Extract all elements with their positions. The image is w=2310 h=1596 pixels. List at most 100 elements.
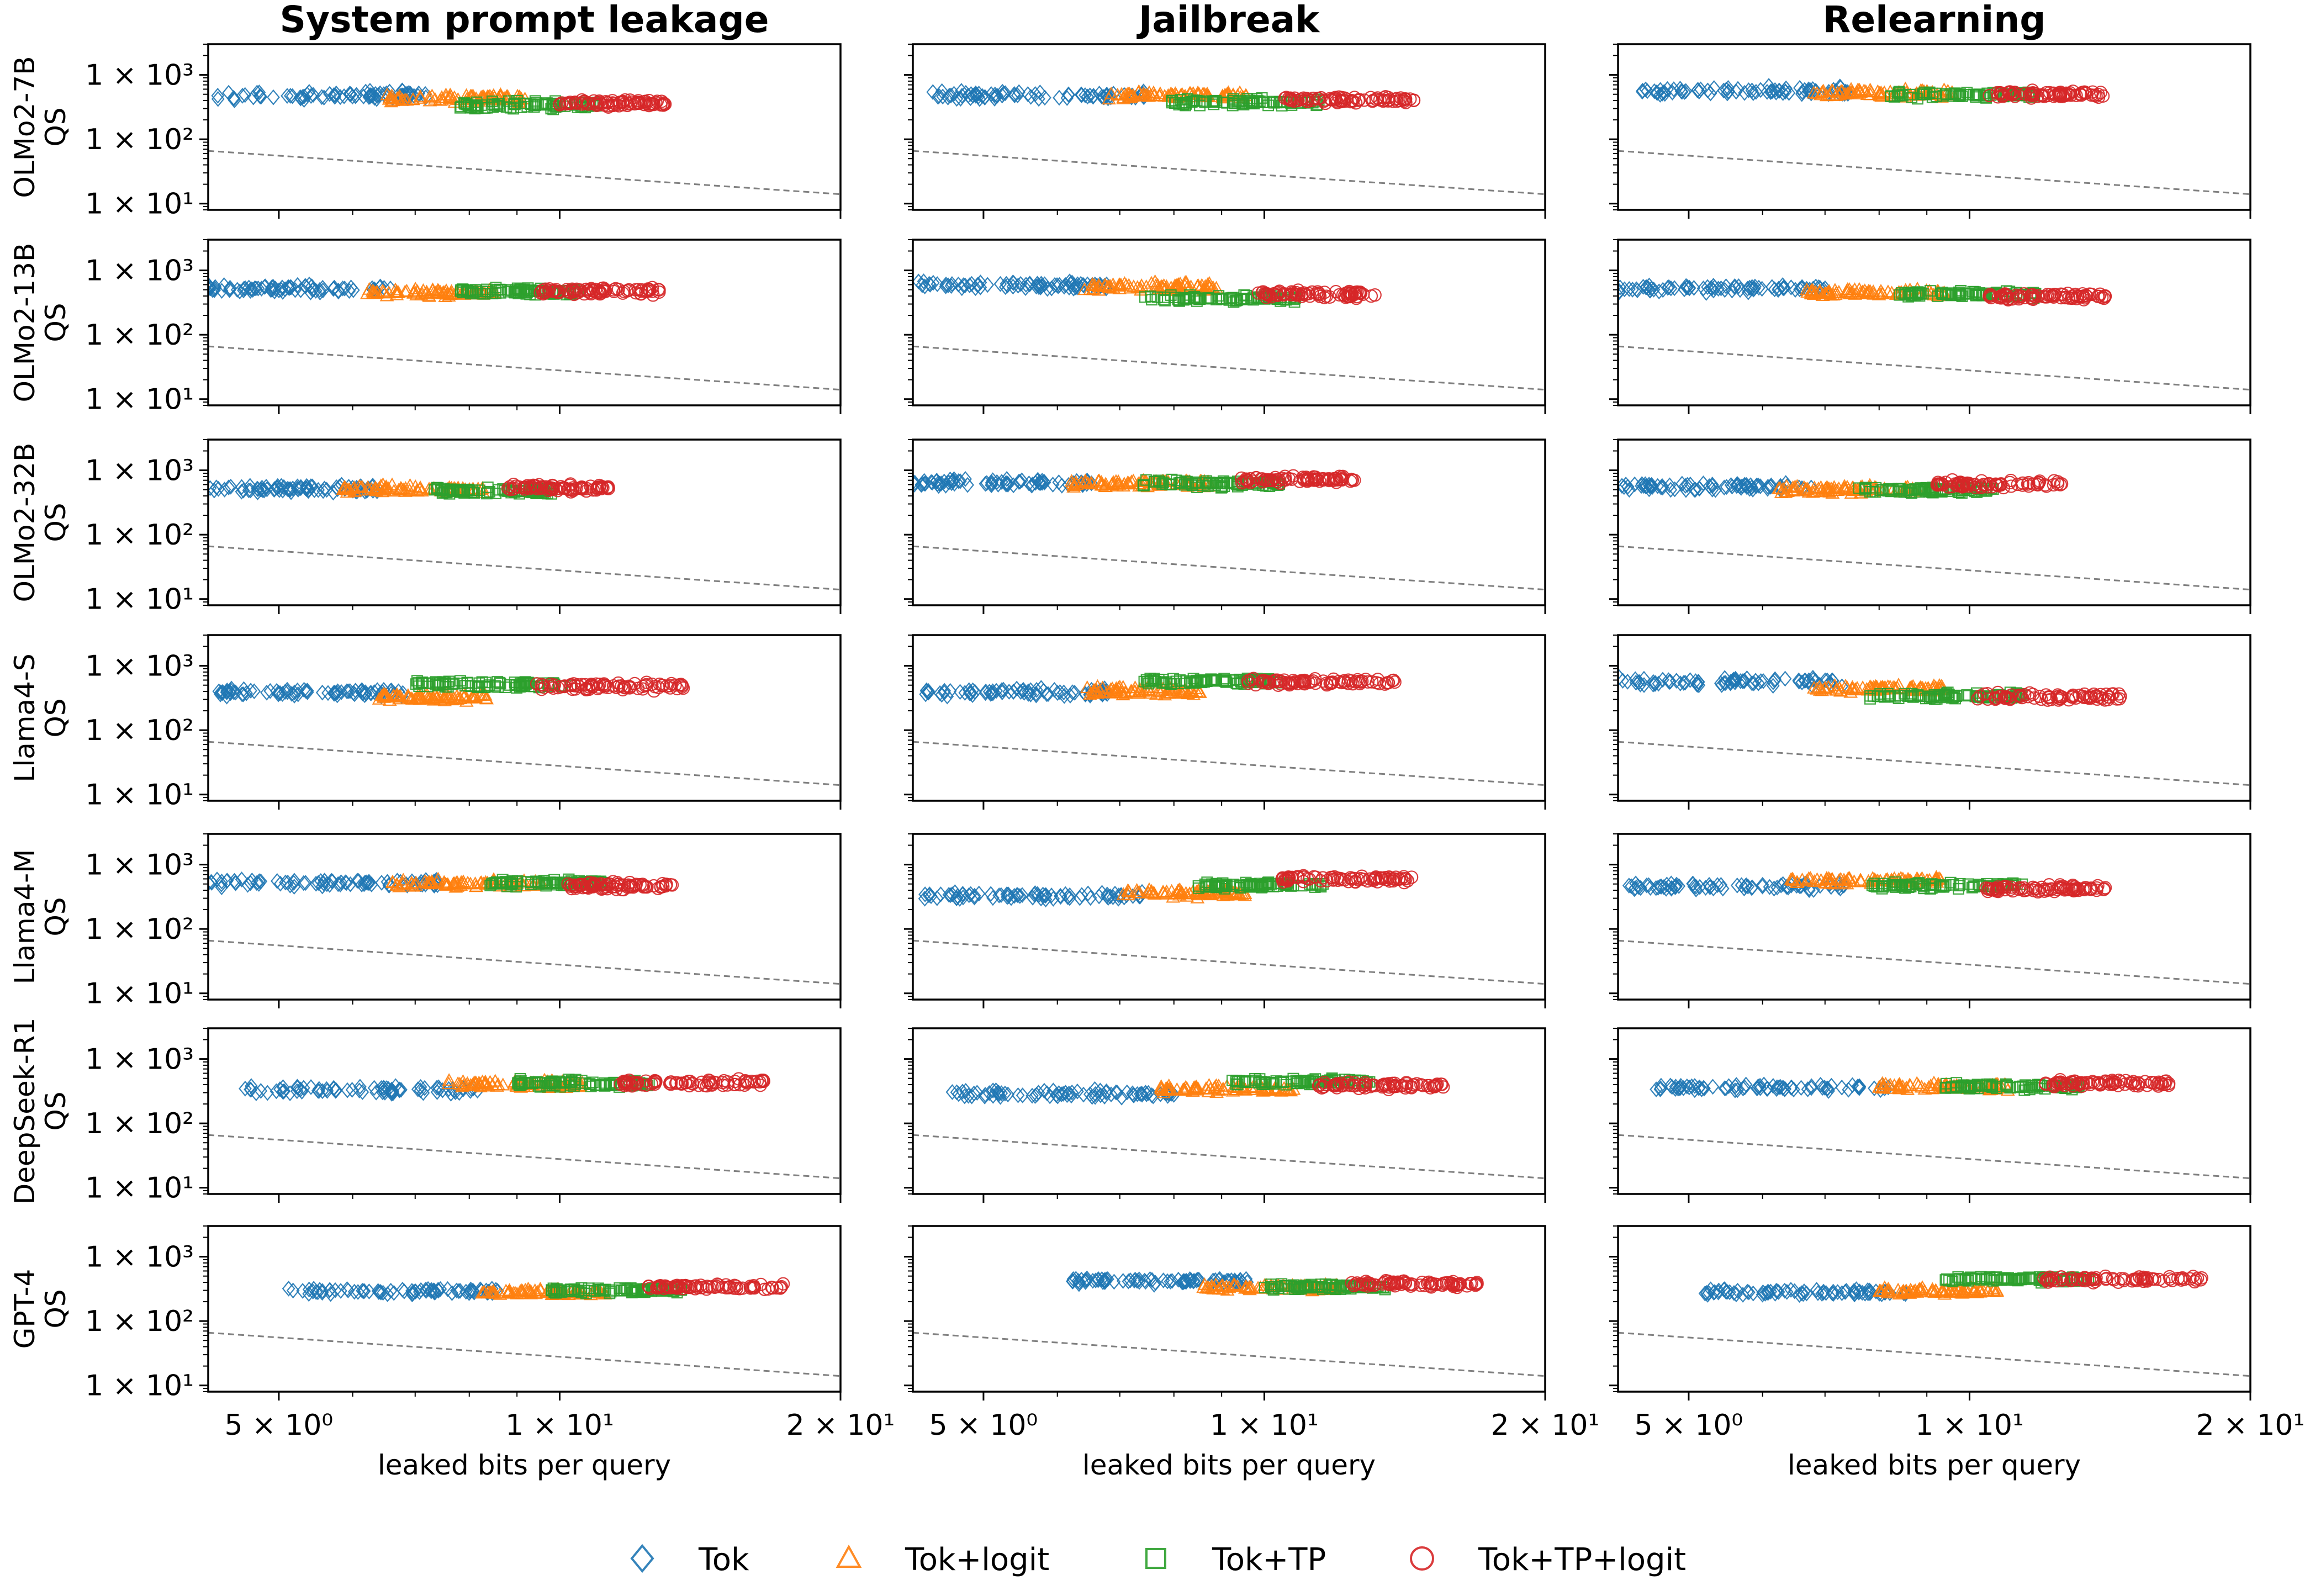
data-point: [274, 282, 288, 298]
data-point: [1159, 886, 1173, 900]
data-point: [1089, 683, 1104, 696]
data-point: [1121, 887, 1135, 901]
data-point: [1635, 478, 1648, 494]
data-point: [1870, 482, 1882, 494]
data-point: [1656, 672, 1669, 688]
data-point: [437, 875, 452, 888]
data-point: [1864, 486, 1876, 498]
data-point: [1728, 279, 1742, 295]
data-point: [368, 89, 382, 106]
panel-frame: [207, 833, 842, 1001]
data-point: [1338, 674, 1351, 688]
data-point: [985, 477, 998, 494]
data-point: [1316, 473, 1330, 487]
data-point: [1641, 83, 1654, 99]
data-point: [918, 475, 932, 492]
data-point: [447, 876, 462, 890]
reference-line: [208, 150, 841, 195]
data-point: [1277, 473, 1292, 487]
data-point: [1280, 91, 1293, 104]
data-point: [1913, 486, 1926, 498]
data-point: [1159, 294, 1171, 306]
data-point: [1075, 87, 1088, 103]
data-point: [553, 98, 567, 112]
data-point: [320, 876, 334, 892]
data-point: [1618, 279, 1627, 295]
data-point: [610, 876, 625, 890]
data-point: [1997, 691, 2011, 705]
data-point: [358, 874, 372, 891]
data-point: [1001, 475, 1014, 492]
data-point: [1923, 485, 1935, 498]
data-point: [2070, 292, 2084, 305]
data-point: [415, 483, 429, 496]
data-point: [1141, 89, 1156, 102]
row-label: Llama4-SQS: [9, 653, 72, 782]
data-point: [1875, 286, 1890, 299]
data-point: [284, 88, 297, 104]
data-point: [1382, 870, 1396, 884]
data-point: [215, 876, 228, 892]
data-point: [616, 683, 630, 697]
data-point: [249, 280, 263, 297]
data-point: [1772, 282, 1785, 298]
data-point: [616, 94, 630, 108]
data-point: [277, 479, 290, 495]
data-point: [429, 690, 444, 704]
data-point: [260, 684, 273, 701]
data-point: [439, 677, 451, 688]
data-point: [1822, 285, 1836, 298]
data-point: [1289, 287, 1303, 302]
data-point: [267, 482, 281, 498]
data-point: [1007, 86, 1021, 102]
data-point: [1373, 871, 1387, 885]
data-point: [952, 276, 965, 293]
data-point: [2011, 87, 2024, 101]
panel: [1609, 239, 2251, 414]
data-point: [429, 484, 441, 496]
data-point: [222, 479, 235, 495]
panel-frame: [912, 438, 1546, 606]
data-point: [1764, 84, 1778, 101]
data-point: [962, 887, 976, 903]
data-point: [958, 277, 972, 294]
data-point: [409, 690, 424, 704]
data-point: [1191, 94, 1203, 107]
data-point: [398, 284, 413, 298]
data-point: [410, 483, 425, 496]
data-point: [1939, 690, 1952, 702]
data-point: [1725, 282, 1739, 299]
data-point: [285, 686, 299, 702]
data-point: [513, 679, 525, 691]
data-point: [938, 683, 952, 699]
data-point: [211, 91, 225, 107]
data-point: [530, 677, 544, 691]
scatter-points: [1618, 277, 2112, 306]
panel-frame: [207, 634, 842, 802]
data-point: [284, 279, 298, 295]
data-point: [939, 276, 953, 293]
data-point: [1079, 87, 1092, 103]
data-point: [1805, 283, 1820, 296]
data-point: [1024, 89, 1038, 105]
data-point: [537, 680, 551, 694]
data-point: [1066, 684, 1079, 701]
reference-line: [1618, 150, 2250, 195]
data-point: [1342, 289, 1356, 304]
data-point: [1268, 471, 1282, 484]
data-point: [1048, 681, 1061, 698]
data-point: [1028, 885, 1042, 901]
data-point: [338, 481, 353, 494]
data-point: [1054, 889, 1067, 905]
data-point: [1246, 474, 1260, 488]
data-point: [1068, 685, 1081, 701]
data-point: [469, 103, 481, 115]
data-point: [422, 89, 437, 103]
data-point: [1661, 81, 1674, 97]
data-point: [1196, 87, 1210, 100]
data-point: [1042, 686, 1055, 702]
data-point: [1954, 89, 1967, 101]
data-point: [995, 682, 1008, 699]
panel-frame: [1617, 43, 2251, 211]
data-point: [922, 684, 935, 700]
